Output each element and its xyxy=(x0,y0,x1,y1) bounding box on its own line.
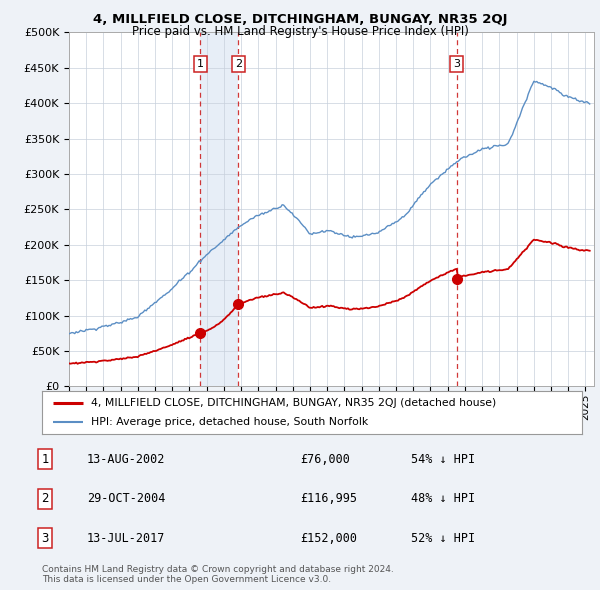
Text: 4, MILLFIELD CLOSE, DITCHINGHAM, BUNGAY, NR35 2QJ: 4, MILLFIELD CLOSE, DITCHINGHAM, BUNGAY,… xyxy=(93,13,507,26)
Text: £116,995: £116,995 xyxy=(300,492,357,505)
Text: 13-AUG-2002: 13-AUG-2002 xyxy=(87,453,166,466)
Text: 3: 3 xyxy=(454,60,460,69)
Text: 1: 1 xyxy=(197,60,203,69)
Text: 1: 1 xyxy=(41,453,49,466)
Text: Contains HM Land Registry data © Crown copyright and database right 2024.
This d: Contains HM Land Registry data © Crown c… xyxy=(42,565,394,584)
Text: 29-OCT-2004: 29-OCT-2004 xyxy=(87,492,166,505)
Text: Price paid vs. HM Land Registry's House Price Index (HPI): Price paid vs. HM Land Registry's House … xyxy=(131,25,469,38)
Text: 2: 2 xyxy=(235,60,242,69)
Text: 13-JUL-2017: 13-JUL-2017 xyxy=(87,532,166,545)
Text: £76,000: £76,000 xyxy=(300,453,350,466)
Text: 2: 2 xyxy=(41,492,49,505)
Text: 3: 3 xyxy=(41,532,49,545)
Bar xyxy=(200,32,238,386)
Text: 52% ↓ HPI: 52% ↓ HPI xyxy=(411,532,475,545)
Text: 54% ↓ HPI: 54% ↓ HPI xyxy=(411,453,475,466)
Text: 48% ↓ HPI: 48% ↓ HPI xyxy=(411,492,475,505)
Text: £152,000: £152,000 xyxy=(300,532,357,545)
Text: HPI: Average price, detached house, South Norfolk: HPI: Average price, detached house, Sout… xyxy=(91,417,368,427)
Text: 4, MILLFIELD CLOSE, DITCHINGHAM, BUNGAY, NR35 2QJ (detached house): 4, MILLFIELD CLOSE, DITCHINGHAM, BUNGAY,… xyxy=(91,398,496,408)
